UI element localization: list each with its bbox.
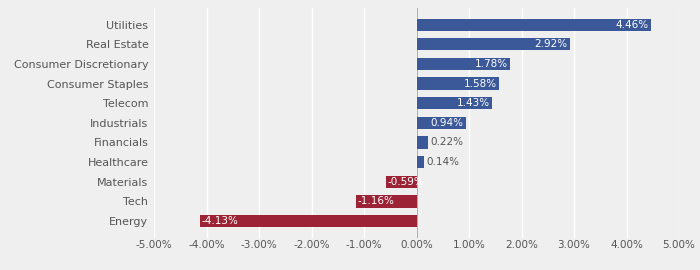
Text: -4.13%: -4.13%: [202, 216, 239, 226]
Bar: [416, 38, 570, 50]
Text: 0.14%: 0.14%: [426, 157, 459, 167]
Text: 0.94%: 0.94%: [430, 118, 463, 128]
Bar: [416, 136, 428, 148]
Bar: [356, 195, 416, 208]
Text: 0.22%: 0.22%: [430, 137, 463, 147]
Text: 1.43%: 1.43%: [456, 98, 489, 108]
Bar: [199, 215, 416, 227]
Bar: [416, 117, 466, 129]
Bar: [416, 58, 510, 70]
Text: 1.78%: 1.78%: [475, 59, 508, 69]
Text: 1.58%: 1.58%: [464, 79, 497, 89]
Bar: [416, 19, 651, 31]
Bar: [416, 156, 424, 168]
Text: -0.59%: -0.59%: [388, 177, 424, 187]
Bar: [416, 97, 491, 109]
Text: 2.92%: 2.92%: [535, 39, 568, 49]
Bar: [386, 176, 416, 188]
Text: 4.46%: 4.46%: [615, 20, 648, 30]
Bar: [416, 77, 500, 90]
Text: -1.16%: -1.16%: [358, 197, 395, 207]
